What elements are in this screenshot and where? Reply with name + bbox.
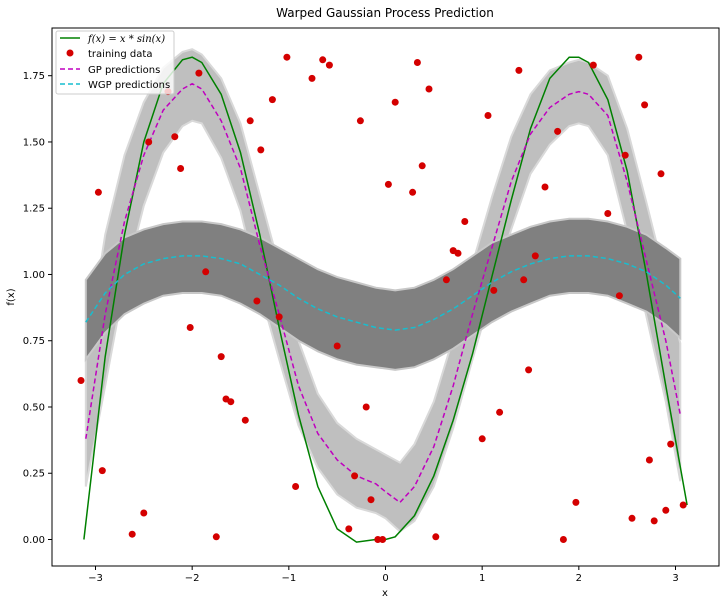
training-data-point xyxy=(442,276,450,284)
x-tick-label: 1 xyxy=(479,573,485,584)
training-data-point xyxy=(212,533,220,541)
training-data-point xyxy=(241,416,249,424)
training-data-point xyxy=(246,117,254,125)
training-data-point xyxy=(461,218,469,225)
training-data-point xyxy=(554,127,562,135)
y-tick-label: 1.00 xyxy=(23,270,45,281)
x-tick-label: 0 xyxy=(382,573,388,584)
legend-label-gp-predictions: GP predictions xyxy=(88,65,160,76)
training-data-point xyxy=(257,146,265,154)
y-tick-label: 0.00 xyxy=(23,535,45,546)
training-data-point xyxy=(531,252,539,260)
training-data-point xyxy=(94,188,102,196)
training-data-point xyxy=(227,398,235,406)
legend-label-true-function: f(x) = x * sin(x) xyxy=(87,34,165,45)
training-data-point xyxy=(292,483,300,490)
training-data-point xyxy=(413,59,421,66)
training-data-point xyxy=(496,408,504,416)
x-tick-label: −1 xyxy=(281,573,296,584)
training-data-point xyxy=(384,180,392,188)
y-tick-label: 0.25 xyxy=(23,469,45,480)
training-data-point xyxy=(604,210,612,217)
y-tick-label: 1.50 xyxy=(23,137,45,148)
training-data-point xyxy=(319,56,327,64)
training-data-point xyxy=(589,61,597,69)
plot-content xyxy=(77,48,688,543)
training-data-point xyxy=(425,85,433,93)
x-axis-label: x xyxy=(382,588,388,599)
y-tick-label: 1.75 xyxy=(23,71,45,82)
training-data-point xyxy=(615,292,623,300)
training-data-point xyxy=(635,53,643,61)
training-data-point xyxy=(628,514,636,522)
training-data-point xyxy=(572,498,580,506)
legend-box xyxy=(55,30,175,95)
legend-swatch-training-data xyxy=(66,49,74,57)
x-tick-label: 3 xyxy=(672,573,678,584)
wgp-confidence-band xyxy=(84,217,682,371)
training-data-point xyxy=(478,435,486,443)
training-data-point xyxy=(77,377,85,384)
training-data-point xyxy=(171,133,179,141)
legend-label-training-data: training data xyxy=(88,49,152,60)
training-data-point xyxy=(454,249,462,257)
training-data-point xyxy=(679,501,687,509)
y-tick-label: 0.50 xyxy=(23,402,45,413)
training-data-point xyxy=(391,98,399,106)
legend: f(x) = x * sin(x) training data GP predi… xyxy=(55,30,175,95)
training-data-point xyxy=(145,138,153,146)
training-data-point xyxy=(432,533,440,541)
training-data-point xyxy=(275,313,283,321)
training-data-point xyxy=(98,467,106,475)
training-data-point xyxy=(379,536,387,543)
training-data-point xyxy=(621,151,629,159)
training-data-point xyxy=(268,96,276,104)
training-data-point xyxy=(177,165,185,172)
training-data-point xyxy=(484,112,492,119)
training-data-point xyxy=(308,74,316,82)
training-data-point xyxy=(541,183,549,191)
training-data-point xyxy=(195,69,203,77)
legend-label-wgp-predictions: WGP predictions xyxy=(88,80,170,91)
training-data-point xyxy=(253,297,261,305)
training-data-point xyxy=(409,188,417,196)
training-data-point xyxy=(490,286,498,294)
y-tick-label: 1.25 xyxy=(23,204,45,215)
y-axis-label: f(x) xyxy=(6,288,17,305)
training-data-point xyxy=(325,61,333,69)
y-tick-label: 0.75 xyxy=(23,336,45,347)
wgp-predictions-line xyxy=(85,255,681,331)
training-data-point xyxy=(333,342,341,350)
training-data-point xyxy=(559,536,567,543)
training-data-point xyxy=(186,324,194,331)
training-data-point xyxy=(645,456,653,464)
training-data-point xyxy=(641,101,649,109)
training-data-point xyxy=(657,170,665,178)
training-data-point xyxy=(515,66,523,74)
training-data-point xyxy=(362,403,370,411)
training-data-point xyxy=(351,472,359,480)
training-data-point xyxy=(356,117,364,125)
y-axis: 0.00 0.25 0.50 0.75 1.00 1.25 1.50 1.75 xyxy=(23,71,52,546)
training-data-point xyxy=(662,506,670,514)
chart-title: Warped Gaussian Process Prediction xyxy=(276,6,494,20)
training-data-point xyxy=(217,353,225,361)
x-tick-label: −2 xyxy=(185,573,200,584)
x-tick-label: −3 xyxy=(88,573,103,584)
training-data-point xyxy=(128,530,136,538)
training-data-point xyxy=(367,496,375,504)
training-data-point xyxy=(140,509,148,517)
x-axis: −3 −2 −1 0 1 2 3 xyxy=(88,566,679,584)
x-tick-label: 2 xyxy=(576,573,582,584)
training-data-point xyxy=(525,366,533,374)
training-data-point xyxy=(345,525,353,533)
training-data-point xyxy=(667,440,675,448)
training-data-point xyxy=(520,276,528,284)
training-data-point xyxy=(650,517,658,525)
training-data-point xyxy=(283,53,291,61)
training-data-point xyxy=(418,162,426,170)
training-data-point xyxy=(374,536,382,543)
training-data-point xyxy=(202,268,210,276)
